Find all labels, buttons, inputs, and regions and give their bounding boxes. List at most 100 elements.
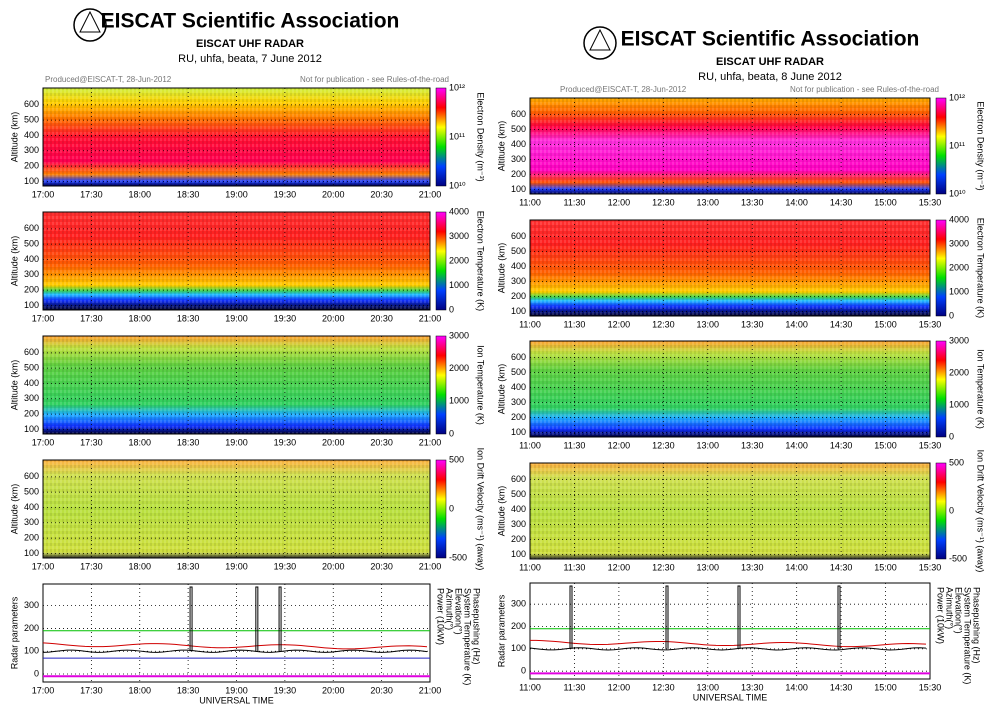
x-tick-label: 19:00 xyxy=(225,189,248,199)
y-axis-label: Radar parameters xyxy=(9,596,19,669)
legend-entry: Elevation(°) xyxy=(954,587,964,634)
x-tick-label: 15:30 xyxy=(919,562,942,572)
y-tick-label: 300 xyxy=(511,599,526,609)
colorbar-tick-label: 0 xyxy=(949,310,954,320)
x-tick-label: 18:30 xyxy=(177,685,200,695)
colorbar-tick-label: 0 xyxy=(449,428,454,438)
x-tick-label: 20:30 xyxy=(370,685,393,695)
colorbar-label: Electron Temperature (K) xyxy=(476,211,486,311)
y-tick-label: 200 xyxy=(511,412,526,422)
colorbar-tick-label: 2000 xyxy=(949,367,969,377)
legend-entry: Power (10kW) xyxy=(936,587,946,644)
colorbar xyxy=(936,220,946,316)
legend-entry: System Temperature (K) xyxy=(463,588,473,685)
y-tick-label: 200 xyxy=(511,534,526,544)
x-tick-label: 21:00 xyxy=(419,561,442,571)
x-tick-label: 21:00 xyxy=(419,189,442,199)
y-tick-label: 500 xyxy=(511,124,526,134)
y-tick-label: 200 xyxy=(511,621,526,631)
x-tick-label: 14:00 xyxy=(785,319,808,329)
y-tick-label: 300 xyxy=(511,519,526,529)
x-tick-label: 17:30 xyxy=(80,561,103,571)
colorbar xyxy=(436,336,446,434)
colorbar xyxy=(436,88,446,186)
x-tick-label: 18:30 xyxy=(177,437,200,447)
x-tick-label: 17:30 xyxy=(80,313,103,323)
colorbar-tick-label: -500 xyxy=(449,552,467,562)
x-tick-label: 17:30 xyxy=(80,189,103,199)
colorbar-tick-label: 0 xyxy=(949,431,954,441)
colorbar xyxy=(936,341,946,437)
y-tick-label: 100 xyxy=(511,643,526,653)
x-tick-label: 15:00 xyxy=(874,562,897,572)
x-tick-label: 18:30 xyxy=(177,313,200,323)
colorbar-tick-label: 4000 xyxy=(449,206,469,216)
x-tick-label: 20:30 xyxy=(370,313,393,323)
x-tick-label: 11:30 xyxy=(564,319,586,329)
y-tick-label: 300 xyxy=(24,269,39,279)
x-tick-label: 15:30 xyxy=(919,197,942,207)
y-tick-label: 100 xyxy=(511,184,526,194)
colorbar-tick-label: 1000 xyxy=(949,286,969,296)
colorbar xyxy=(936,463,946,559)
colorbar-tick-label: 500 xyxy=(449,454,464,464)
x-tick-label: 15:30 xyxy=(919,319,942,329)
notice: Not for publication - see Rules-of-the-r… xyxy=(300,75,449,84)
y-tick-label: 100 xyxy=(24,300,39,310)
y-tick-label: 100 xyxy=(24,424,39,434)
x-tick-label: 20:00 xyxy=(322,313,345,323)
x-tick-label: 13:00 xyxy=(697,562,720,572)
x-tick-label: 14:00 xyxy=(785,682,808,692)
x-tick-label: 18:00 xyxy=(128,561,151,571)
y-axis-label: Altitude (km) xyxy=(496,364,506,415)
y-tick-label: 200 xyxy=(24,408,39,418)
page: EISCAT Scientific AssociationEISCAT UHF … xyxy=(0,0,985,709)
x-tick-label: 12:00 xyxy=(608,319,631,329)
x-tick-label: 14:00 xyxy=(785,562,808,572)
colorbar-tick-label: 10¹² xyxy=(949,92,965,102)
x-tick-label: 13:30 xyxy=(741,562,764,572)
x-tick-label: 13:00 xyxy=(697,682,720,692)
x-tick-label: 11:00 xyxy=(519,440,541,450)
y-tick-label: 100 xyxy=(511,306,526,316)
y-axis-label: Altitude (km) xyxy=(9,360,19,411)
x-tick-label: 18:00 xyxy=(128,189,151,199)
y-tick-label: 100 xyxy=(24,646,39,656)
y-tick-label: 200 xyxy=(24,284,39,294)
y-tick-label: 400 xyxy=(511,382,526,392)
y-tick-label: 300 xyxy=(511,154,526,164)
colorbar-label: Ion Temperature (K) xyxy=(476,345,486,425)
y-tick-label: 100 xyxy=(511,549,526,559)
x-tick-label: 15:00 xyxy=(874,197,897,207)
x-tick-label: 18:00 xyxy=(128,437,151,447)
x-tick-label: 21:00 xyxy=(419,313,442,323)
heatmap-texture xyxy=(530,220,930,316)
colorbar-label: Ion Drift Velocity (ms⁻¹) (away) xyxy=(476,448,486,571)
legend-entry: Elevation(°) xyxy=(454,588,464,635)
y-tick-label: 500 xyxy=(24,239,39,249)
x-tick-label: 18:30 xyxy=(177,189,200,199)
colorbar-label: Electron Density (m⁻³) xyxy=(976,101,985,190)
y-tick-label: 300 xyxy=(24,145,39,155)
x-axis-label: UNIVERSAL TIME xyxy=(693,692,768,702)
colorbar-tick-label: 0 xyxy=(449,503,454,513)
heatmap-texture xyxy=(530,463,930,559)
y-tick-label: 300 xyxy=(24,600,39,610)
x-tick-label: 21:00 xyxy=(419,685,442,695)
colorbar-tick-label: 2000 xyxy=(449,255,469,265)
colorbar xyxy=(436,212,446,310)
x-tick-label: 19:00 xyxy=(225,561,248,571)
x-tick-label: 13:30 xyxy=(741,440,764,450)
colorbar-tick-label: 10¹¹ xyxy=(449,131,465,141)
x-tick-label: 17:00 xyxy=(32,437,55,447)
y-axis-label: Altitude (km) xyxy=(496,486,506,537)
x-tick-label: 15:00 xyxy=(874,682,897,692)
x-tick-label: 12:00 xyxy=(608,197,631,207)
legend-entry: Azimuth(°) xyxy=(445,588,455,630)
x-tick-label: 12:30 xyxy=(652,319,675,329)
y-tick-label: 400 xyxy=(511,261,526,271)
x-tick-label: 11:00 xyxy=(519,319,541,329)
y-tick-label: 100 xyxy=(24,548,39,558)
y-tick-label: 200 xyxy=(24,623,39,633)
x-tick-label: 20:00 xyxy=(322,685,345,695)
